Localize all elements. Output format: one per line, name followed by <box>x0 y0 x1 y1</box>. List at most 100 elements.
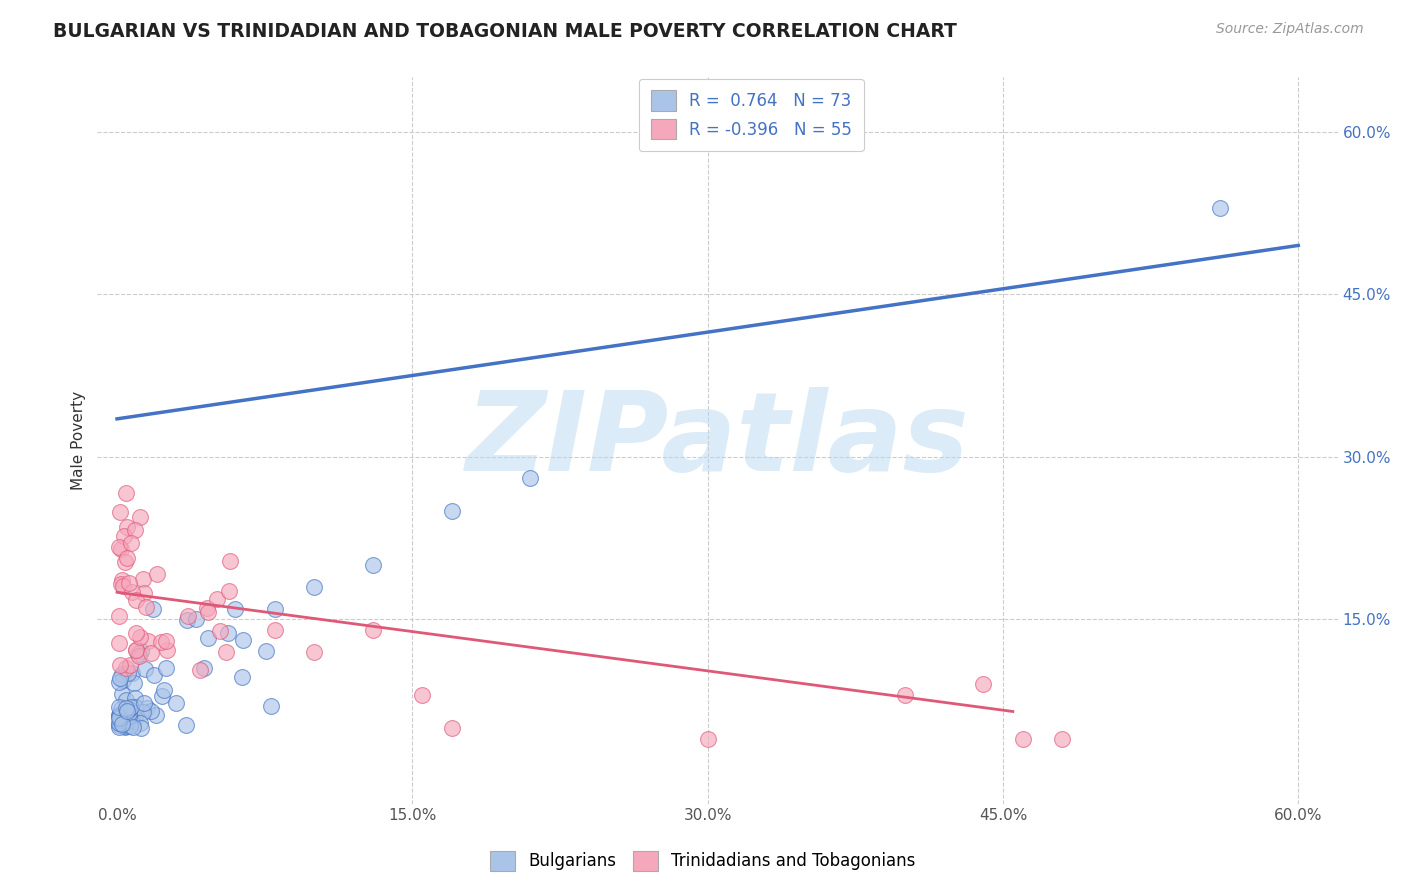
Point <box>139 646 162 660</box>
Point <box>519 471 541 485</box>
Point <box>136 633 159 648</box>
Point <box>115 701 138 715</box>
Text: Source: ZipAtlas.com: Source: ZipAtlas.com <box>1216 22 1364 37</box>
Point <box>208 624 231 639</box>
Point <box>117 666 139 681</box>
Text: ZIPatlas: ZIPatlas <box>465 387 969 494</box>
Point <box>260 698 283 713</box>
Point <box>153 683 176 698</box>
Point <box>155 633 177 648</box>
Point <box>214 645 236 659</box>
Point <box>361 624 384 638</box>
Point <box>155 661 177 675</box>
Point <box>231 670 253 684</box>
Point <box>150 689 173 703</box>
Point <box>118 709 141 723</box>
Point <box>118 575 141 590</box>
Point <box>124 691 146 706</box>
Point <box>232 632 254 647</box>
Point <box>118 719 141 733</box>
Point <box>149 635 172 649</box>
Point <box>156 643 179 657</box>
Point <box>125 642 148 657</box>
Point <box>121 713 143 727</box>
Point <box>145 707 167 722</box>
Point <box>1050 731 1073 746</box>
Point <box>197 606 219 620</box>
Point <box>177 608 200 623</box>
Point <box>142 667 165 681</box>
Point <box>114 555 136 569</box>
Point <box>146 567 169 582</box>
Point <box>112 529 135 543</box>
Point <box>108 713 131 727</box>
Point <box>129 510 152 524</box>
Point <box>218 583 240 598</box>
Point <box>188 663 211 677</box>
Point <box>176 613 198 627</box>
Point <box>121 584 143 599</box>
Point <box>217 625 239 640</box>
Point <box>893 688 915 702</box>
Point <box>117 704 139 718</box>
Point <box>129 644 152 658</box>
Point <box>165 696 187 710</box>
Point <box>108 721 131 735</box>
Point <box>411 688 433 702</box>
Point <box>122 675 145 690</box>
Point <box>1011 731 1033 746</box>
Point <box>108 718 131 732</box>
Point <box>110 671 132 685</box>
Point <box>131 721 153 735</box>
Point <box>361 558 384 573</box>
Point <box>134 662 156 676</box>
Point <box>112 708 135 723</box>
Point <box>118 706 141 720</box>
Point <box>108 707 131 722</box>
Point <box>114 712 136 726</box>
Point <box>125 592 148 607</box>
Point <box>108 541 131 555</box>
Point <box>224 601 246 615</box>
Point <box>139 704 162 718</box>
Point <box>129 715 152 730</box>
Point <box>142 602 165 616</box>
Y-axis label: Male Poverty: Male Poverty <box>72 391 86 490</box>
Point <box>124 523 146 537</box>
Point <box>302 645 325 659</box>
Point <box>110 658 132 673</box>
Point <box>110 715 132 730</box>
Point <box>108 715 131 730</box>
Point <box>108 609 131 624</box>
Point <box>117 551 139 566</box>
Point <box>302 580 325 594</box>
Legend: Bulgarians, Trinidadians and Tobagonians: Bulgarians, Trinidadians and Tobagonians <box>482 842 924 880</box>
Point <box>132 572 155 586</box>
Point <box>127 647 149 661</box>
Point <box>135 700 157 714</box>
Point <box>108 709 131 723</box>
Point <box>197 631 219 645</box>
Point <box>124 711 146 725</box>
Point <box>114 485 136 500</box>
Point <box>1208 201 1230 215</box>
Point <box>124 643 146 657</box>
Point <box>195 601 218 615</box>
Point <box>263 624 285 638</box>
Legend: R =  0.764   N = 73, R = -0.396   N = 55: R = 0.764 N = 73, R = -0.396 N = 55 <box>638 78 863 151</box>
Point <box>112 705 135 719</box>
Point <box>111 579 134 593</box>
Point <box>132 586 155 600</box>
Point <box>114 720 136 734</box>
Point <box>205 592 228 607</box>
Point <box>184 612 207 626</box>
Point <box>110 541 132 556</box>
Point <box>219 554 242 568</box>
Point <box>972 677 994 691</box>
Point <box>108 708 131 723</box>
Point <box>134 696 156 710</box>
Point <box>111 687 134 701</box>
Point <box>108 636 131 650</box>
Point <box>117 714 139 728</box>
Point <box>440 504 463 518</box>
